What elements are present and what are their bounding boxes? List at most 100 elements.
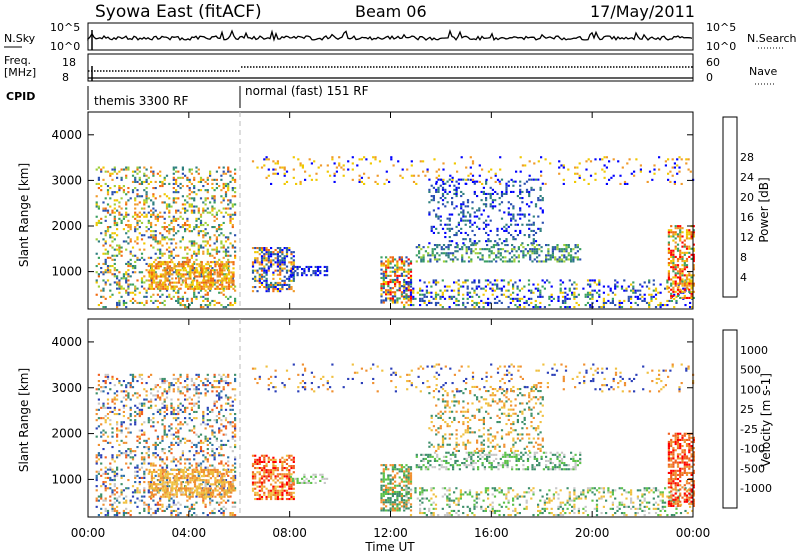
nsearch-label: N.Search	[747, 32, 797, 45]
velocity-cell	[125, 456, 128, 459]
power-cell	[254, 251, 257, 254]
power-cell	[620, 306, 624, 309]
power-cell	[657, 291, 660, 294]
velocity-cell	[170, 443, 173, 446]
velocity-cell	[231, 408, 234, 411]
velocity-cell	[213, 458, 216, 461]
power-cell	[536, 248, 539, 251]
power-cell	[209, 304, 212, 307]
power-cell	[548, 297, 551, 300]
power-cell	[505, 182, 508, 185]
velocity-cell	[113, 396, 116, 399]
power-cell	[127, 236, 130, 239]
power-cell	[690, 276, 693, 279]
power-cell	[676, 288, 680, 291]
power-cell	[204, 240, 207, 243]
power-cell	[95, 224, 98, 227]
power-cell	[143, 180, 146, 183]
power-cell	[446, 201, 449, 204]
power-cell	[175, 232, 178, 235]
power-cell	[518, 279, 521, 282]
power-cell	[676, 249, 680, 252]
power-cell	[227, 269, 231, 272]
power-cell	[180, 275, 183, 278]
power-cell	[383, 182, 386, 185]
velocity-cell	[104, 489, 107, 492]
power-cell	[165, 248, 169, 251]
velocity-cell	[100, 386, 103, 389]
power-cell	[220, 189, 223, 192]
velocity-cell	[190, 402, 193, 405]
power-cell	[106, 193, 110, 196]
power-cell	[680, 182, 683, 185]
power-cell	[154, 197, 157, 200]
power-cell	[473, 182, 476, 185]
velocity-cell	[143, 433, 146, 436]
power-cell	[602, 297, 605, 300]
power-cell	[120, 213, 123, 216]
power-cell	[667, 235, 670, 238]
velocity-cell	[131, 450, 135, 453]
power-cell	[433, 254, 437, 257]
power-cell	[186, 201, 189, 204]
power-cell	[265, 277, 268, 280]
power-cell	[570, 258, 573, 261]
power-cell	[452, 260, 455, 263]
velocity-cell	[190, 384, 193, 387]
power-cell	[469, 172, 472, 175]
power-cell	[211, 285, 214, 288]
power-cell	[106, 279, 110, 282]
velocity-cell	[224, 462, 228, 465]
velocity-cell	[220, 497, 223, 500]
velocity-cell	[116, 398, 119, 401]
power-cell	[688, 288, 691, 291]
velocity-cell	[138, 375, 141, 378]
power-cell	[159, 211, 162, 214]
power-cell	[263, 279, 266, 282]
power-cell	[387, 264, 390, 267]
power-cell	[206, 306, 209, 309]
power-cell	[220, 224, 223, 227]
power-cell	[206, 232, 209, 235]
power-cell	[567, 244, 570, 247]
velocity-cell	[100, 454, 103, 457]
power-cell	[623, 182, 627, 185]
power-cell	[508, 258, 511, 261]
power-cell	[639, 297, 642, 300]
velocity-cell	[113, 408, 116, 411]
power-cell	[184, 263, 187, 266]
power-cell	[184, 267, 187, 270]
power-cell	[489, 240, 492, 243]
power-cell	[439, 304, 442, 307]
velocity-cell	[213, 454, 216, 457]
power-cell	[680, 158, 683, 161]
velocity-cell	[172, 417, 175, 420]
power-cell	[692, 274, 695, 277]
power-cell	[227, 277, 231, 280]
power-cell	[155, 265, 158, 268]
velocity-cell	[136, 406, 139, 409]
velocity-cell	[113, 485, 116, 488]
power-cell	[283, 257, 286, 260]
velocity-cell	[100, 497, 103, 500]
power-cell	[489, 219, 492, 222]
power-cell	[125, 306, 128, 309]
power-cell	[193, 293, 196, 296]
power-cell	[120, 246, 123, 249]
power-cell	[221, 287, 224, 290]
power-cell	[611, 297, 614, 300]
velocity-cell	[179, 402, 182, 405]
velocity-cell	[163, 400, 166, 403]
power-ytick-label: 4000	[51, 128, 82, 142]
power-cell	[260, 257, 264, 260]
power-cell	[168, 281, 172, 284]
velocity-cell	[165, 458, 169, 461]
velocity-cell	[113, 493, 116, 496]
power-cell	[254, 247, 257, 250]
power-colorbar-tick: 28	[740, 151, 754, 164]
power-cell	[389, 274, 392, 277]
power-cell	[134, 199, 137, 202]
power-cell	[556, 248, 559, 251]
velocity-cell	[97, 398, 100, 401]
power-cell	[159, 195, 162, 198]
